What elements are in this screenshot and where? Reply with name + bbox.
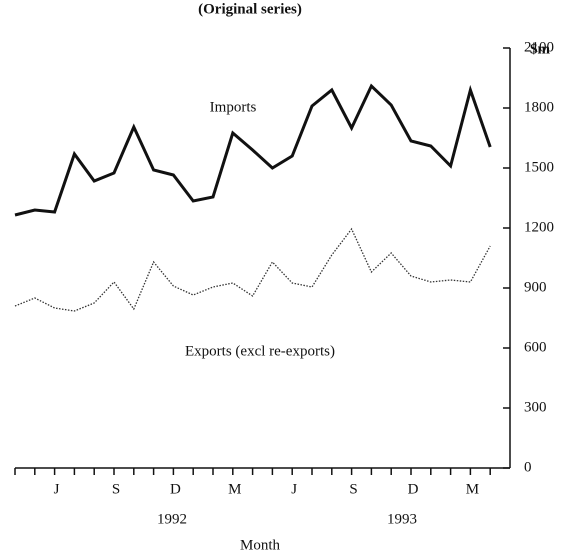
y-tick-label: 2100	[524, 39, 554, 55]
x-tick-label: J	[291, 481, 297, 497]
year-label: 1992	[157, 511, 187, 527]
x-tick-label: S	[349, 481, 357, 497]
x-tick-label: S	[112, 481, 120, 497]
x-tick-label: M	[228, 481, 241, 497]
x-tick-label: M	[466, 481, 479, 497]
x-tick-label: D	[170, 481, 181, 497]
chart-title: (Original series)	[198, 1, 302, 17]
series-label: Exports (excl re-exports)	[185, 343, 335, 359]
y-tick-label: 900	[524, 279, 547, 295]
y-tick-label: 1800	[524, 99, 554, 115]
series-line	[14, 83, 492, 217]
y-tick-label: 600	[524, 339, 547, 355]
y-tick-label: 300	[524, 399, 547, 415]
x-tick-label: J	[54, 481, 60, 497]
y-tick-label: 1500	[524, 159, 554, 175]
year-label: 1993	[387, 511, 417, 527]
y-tick-label: 0	[524, 459, 532, 475]
x-axis-label: Month	[240, 537, 281, 553]
y-unit: $m	[530, 41, 551, 57]
series-label: Imports	[210, 99, 257, 115]
series-line	[14, 227, 491, 312]
x-tick-label: D	[408, 481, 419, 497]
y-tick-label: 1200	[524, 219, 554, 235]
